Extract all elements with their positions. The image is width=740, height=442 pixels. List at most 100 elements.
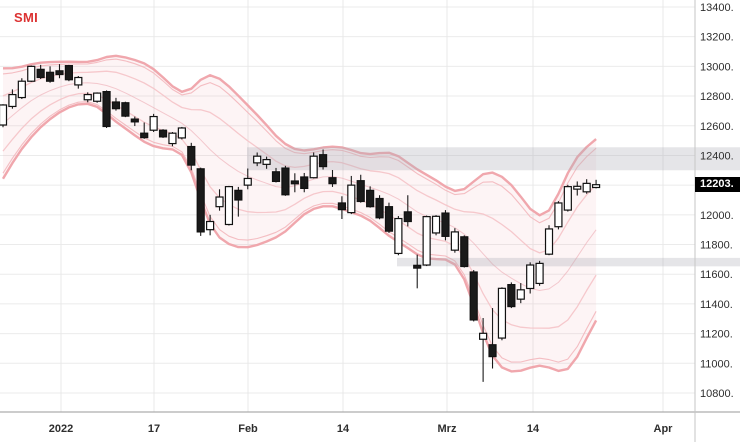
candle [93,92,102,103]
candle [347,175,356,215]
candle-body-up [554,202,563,228]
candle [413,254,422,289]
candle-body-up [544,228,554,255]
candle-body-down [469,271,478,321]
price-axis-label: 13200. [700,32,734,44]
date-axis-label: 14 [527,423,540,435]
candle [36,64,45,79]
price-axis-label: 11800. [700,240,733,252]
candle-body-down [413,264,422,269]
candle [45,66,55,83]
candle-body-up [83,93,92,101]
candle [121,101,130,118]
candle [582,179,591,194]
candle-body-down [271,171,281,183]
candle [460,235,469,268]
candle [422,215,431,267]
candle [337,196,347,219]
price-axis-label: 11600. [700,269,733,281]
candle-body-down [158,129,168,138]
candle [554,201,563,230]
candle-body-down [121,102,130,117]
candle-body-up [431,215,441,234]
candle [469,270,478,322]
candle [149,113,158,132]
price-axis-label: 12600. [700,121,734,133]
price-axis-label: 11400. [700,299,733,311]
candle-body-up [149,115,158,131]
band-upper-outer-line [2,54,597,217]
band-mid-line [2,82,597,291]
candle [384,202,394,233]
candle-body-up [177,127,186,139]
candle [8,89,17,109]
band-upper-inner-line [2,70,597,254]
candle-body-up [526,264,535,290]
candle-body-down [460,236,469,268]
candle-body-down [36,68,45,79]
price-zone [247,147,740,171]
candle [158,129,168,138]
candle-body-down [318,154,328,168]
price-axis-label: 11000. [700,358,733,370]
candle-body-down [300,176,309,190]
candle [206,214,215,236]
candle-body-up [74,76,83,86]
axis-labels-layer: 13400. 13200. 13000. 12800. 12600. 12400. 1200… [49,2,734,435]
candle-body-down [55,70,64,76]
candle-body-up [347,184,356,214]
price-zone [397,257,740,267]
candle [27,65,36,82]
candle-body-down [64,65,73,81]
candle [177,126,186,140]
date-axis-label: Apr [654,423,674,435]
candle-body-down [187,145,196,166]
candles-layer [0,64,601,382]
candle-body-up [563,186,572,211]
candle [375,195,384,220]
candle-body-down [356,180,365,203]
candle-body-up [243,177,252,186]
candle-body-down [281,167,290,196]
date-axis-label: Mrz [438,423,457,435]
candle [64,64,73,82]
candle-body-down [337,202,347,211]
candle [431,215,441,236]
candle-body-up [17,80,26,99]
candle [591,179,601,189]
band-fill [3,55,597,372]
candle-body-up [309,155,318,179]
candle [215,189,224,211]
candle-body-down [130,118,139,123]
candle-body-up [253,155,262,164]
candle [187,142,196,171]
candle [0,104,8,128]
plot-area[interactable] [0,0,695,412]
candle [366,186,375,208]
candle-body-up [0,104,8,126]
current-price-tag: 12203. [695,177,740,192]
price-axis-label: 12800. [700,91,734,103]
candle-body-down [45,71,55,82]
band-lower-outer-line [1,102,598,373]
candle [497,287,507,341]
band-upper-edge-line [2,58,597,224]
candle-body-down [488,344,497,358]
candle [573,181,582,196]
candle [544,225,554,256]
candle [403,195,412,227]
candle [394,216,403,256]
candle [17,78,26,100]
candle-body-down [507,284,516,308]
candle [281,165,290,196]
candle [516,283,525,304]
candle [253,152,262,167]
symbol-label: SMI [14,10,39,25]
candle-body-down [196,168,205,233]
candle [507,282,516,309]
candle [55,64,64,79]
candle-body-up [394,217,403,255]
candle [309,152,318,179]
candle [488,308,497,369]
